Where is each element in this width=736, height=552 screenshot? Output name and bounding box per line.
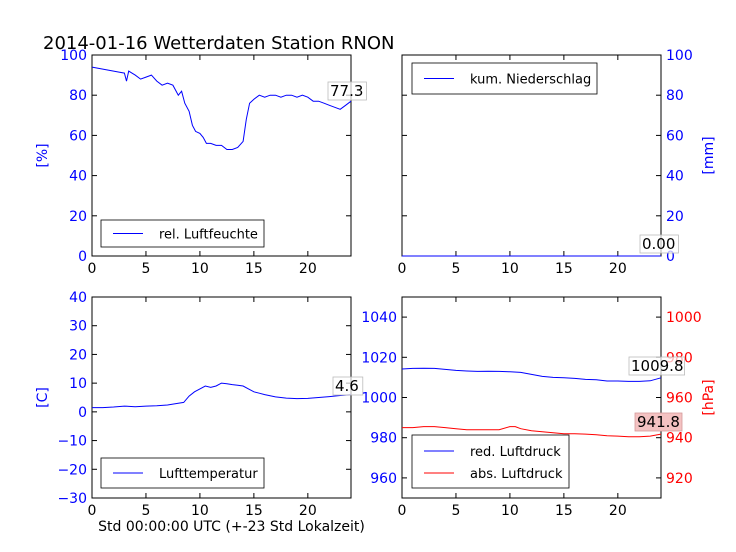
y-tick-label: −10: [57, 434, 87, 450]
y-tick-label: −30: [57, 491, 87, 507]
series-line-rel-luftfeuchte: [91, 66, 352, 150]
y-tick-label: 0: [666, 249, 675, 265]
legend-box: [100, 457, 265, 489]
x-tick-label: 10: [191, 503, 209, 519]
figure-title: 2014-01-16 Wetterdaten Station RNON: [43, 33, 394, 54]
panel-temperature: 0 5 10 15 20 −30 −20 −10 0 10 20 30 40 [C] Std 00:00:0…: [35, 290, 365, 535]
y-axis-label: [hPa]: [701, 379, 717, 415]
x-tick-label: 5: [141, 503, 150, 519]
value-label-box: [327, 81, 367, 101]
x-tick-label: 15: [555, 503, 573, 519]
series-line-abs-luftdruck: [402, 426, 662, 438]
series-line-lufttemperatur: [92, 382, 352, 409]
y-tick-label: 40: [666, 169, 684, 185]
y-tick-label: 80: [69, 88, 87, 104]
value-label: 77.3: [330, 82, 363, 100]
x-tick-label: 15: [245, 503, 263, 519]
value-label: 1009.8: [631, 357, 684, 375]
x-tick-label: 20: [609, 261, 627, 277]
x-tick-label: 0: [398, 261, 407, 277]
x-tick-label: 0: [88, 503, 97, 519]
value-label-box: [332, 376, 364, 396]
legend-label: abs. Luftdruck: [470, 467, 563, 482]
y-tick-label: 1020: [361, 350, 397, 366]
x-axis-label: Std 00:00:00 UTC (+-23 Std Lokalzeit): [98, 519, 365, 535]
y-tick-label: −20: [57, 462, 87, 478]
legend-label: red. Luftdruck: [470, 445, 561, 460]
legend-label: Lufttemperatur: [159, 467, 258, 482]
value-label: 0.00: [642, 235, 675, 253]
y-tick-label: 0: [78, 405, 87, 421]
legend-label: rel. Luftfeuchte: [159, 228, 258, 243]
y-tick-label: 60: [666, 128, 684, 144]
x-tick-label: 15: [555, 261, 573, 277]
value-label: 4.6: [335, 377, 359, 395]
y-right-tick-label: 920: [666, 471, 693, 487]
y-tick-label: 10: [69, 376, 87, 392]
y-tick-label: 40: [69, 169, 87, 185]
x-tick-label: 5: [141, 261, 150, 277]
y-tick-label: 80: [666, 88, 684, 104]
x-tick-label: 20: [299, 261, 317, 277]
y-tick-label: 980: [370, 431, 397, 447]
y-tick-label: 20: [666, 209, 684, 225]
y-tick-label: 30: [69, 319, 87, 335]
x-tick-label: 10: [501, 503, 519, 519]
y-right-tick-label: 1000: [666, 310, 702, 326]
series-line-red-luftdruck: [401, 367, 662, 382]
panel-pressure: 0510152096098010001020104092094096098010…: [361, 296, 717, 519]
y-tick-label: 960: [370, 471, 397, 487]
x-tick-label: 10: [501, 261, 519, 277]
y-tick-label: 100: [666, 48, 693, 64]
y-tick-label: 40: [69, 290, 87, 306]
y-tick-label: 1040: [361, 310, 397, 326]
value-label: 941.8: [637, 413, 680, 431]
value-label-box: [639, 234, 679, 254]
value-label-box: [628, 356, 685, 376]
y-tick-label: 60: [69, 128, 87, 144]
y-axis-label: [%]: [35, 143, 51, 167]
axes-frame: [91, 296, 352, 499]
x-tick-label: 0: [88, 261, 97, 277]
x-tick-label: 5: [451, 503, 460, 519]
y-tick-label: 0: [78, 249, 87, 265]
y-right-tick-label: 960: [666, 391, 693, 407]
x-tick-label: 20: [609, 503, 627, 519]
value-label-box: [634, 412, 683, 432]
panel-humidity: 0 5 10 15 20 0 20 40 60 80 100 [%] rel. Luftfeuchte 7…: [35, 48, 367, 277]
axes-frame: [91, 54, 352, 257]
y-tick-label: 100: [60, 48, 87, 64]
x-tick-label: 10: [191, 261, 209, 277]
y-tick-label: 1000: [361, 391, 397, 407]
x-tick-label: 20: [299, 503, 317, 519]
x-tick-label: 15: [245, 261, 263, 277]
panel-precip: 0 5 10 15 20 0 20 40 60 80 100 [mm] kum. Niederschla…: [398, 48, 717, 277]
legend-label: kum. Niederschlag: [470, 73, 591, 88]
x-tick-label: 0: [398, 503, 407, 519]
y-axis-label: [C]: [35, 387, 51, 408]
y-right-tick-label: 940: [666, 431, 693, 447]
legend-box: [411, 434, 570, 489]
y-tick-label: 20: [69, 209, 87, 225]
y-tick-label: 20: [69, 347, 87, 363]
y-axis-label: [mm]: [701, 136, 717, 174]
x-tick-label: 5: [451, 261, 460, 277]
